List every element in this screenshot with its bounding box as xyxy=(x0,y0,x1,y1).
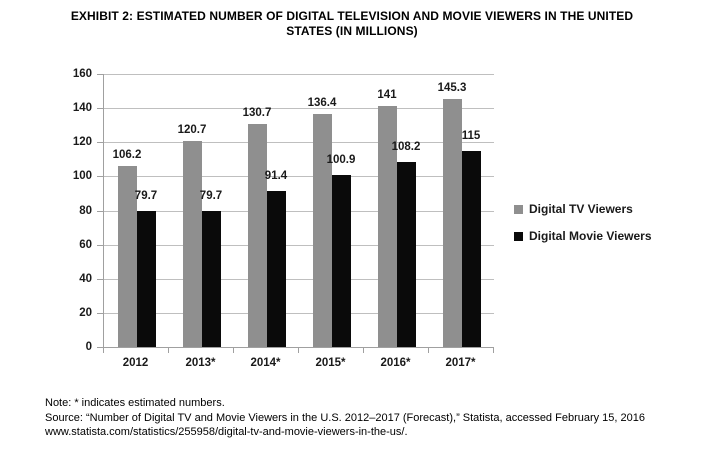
plot-area: 106.2 79.7 120.7 79.7 130.7 91.4 136.4 100.9 141… xyxy=(103,74,494,348)
bar-tv-2017 xyxy=(442,99,462,347)
gridline-140 xyxy=(104,108,494,110)
legend-swatch-movie-icon xyxy=(514,231,523,241)
bar-value-label: 108.2 xyxy=(391,141,421,153)
gridline-160 xyxy=(104,74,494,75)
bar-movie-2014 xyxy=(266,191,286,347)
y-tick-mark xyxy=(97,176,103,178)
y-tick-mark xyxy=(97,74,103,75)
y-tick-label-60: 60 xyxy=(79,238,92,251)
x-tick-mark xyxy=(428,348,429,353)
source-line: Source: “Number of Digital TV and Movie … xyxy=(45,411,645,424)
y-tick-mark xyxy=(97,312,103,314)
chart-title-line2: STATES (IN MILLIONS) xyxy=(286,24,418,38)
bar-value-label: 100.9 xyxy=(326,154,356,166)
y-tick-mark xyxy=(97,347,103,348)
bar-value-label: 130.7 xyxy=(242,107,272,119)
y-tick-label-140: 140 xyxy=(72,102,92,115)
bar-tv-2016 xyxy=(377,106,397,347)
note-line: Note: * indicates estimated numbers. xyxy=(45,397,225,409)
x-tick-mark xyxy=(493,348,494,353)
gridline-120 xyxy=(104,142,494,144)
gridline-60 xyxy=(104,244,494,246)
bar-tv-2013 xyxy=(182,141,202,347)
legend-item-digital-tv-viewers: Digital TV Viewers xyxy=(514,202,652,216)
y-tick-label-40: 40 xyxy=(79,272,92,285)
bar-tv-2015 xyxy=(312,114,332,347)
y-tick-label-0: 0 xyxy=(85,341,92,353)
bar-movie-2013 xyxy=(201,211,221,347)
y-tick-label-80: 80 xyxy=(79,204,92,217)
x-tick-mark xyxy=(298,348,299,353)
bar-value-label: 79.7 xyxy=(199,190,223,202)
x-category-label-2015: 2015* xyxy=(315,357,346,369)
x-tick-mark xyxy=(363,348,364,353)
y-tick-mark xyxy=(97,244,103,246)
gridline-100 xyxy=(104,176,494,178)
bar-movie-2015 xyxy=(331,175,351,347)
y-tick-label-160: 160 xyxy=(72,68,92,80)
x-category-label-2014: 2014* xyxy=(250,357,281,369)
chart-title: EXHIBIT 2: ESTIMATED NUMBER OF DIGITAL T… xyxy=(0,9,704,39)
gridline-20 xyxy=(104,312,494,314)
x-category-label-2016: 2016* xyxy=(380,357,411,369)
chart-title-line1: EXHIBIT 2: ESTIMATED NUMBER OF DIGITAL T… xyxy=(70,9,634,23)
bar-value-label: 141 xyxy=(377,89,397,101)
source-url: www.statista.com/statistics/255958/digit… xyxy=(45,426,408,438)
y-tick-label-100: 100 xyxy=(72,170,92,183)
legend: Digital TV Viewers Digital Movie Viewers xyxy=(514,202,652,243)
bar-value-label: 79.7 xyxy=(134,190,158,202)
x-tick-mark xyxy=(103,348,104,353)
x-tick-mark xyxy=(168,348,169,353)
gridline-40 xyxy=(104,278,494,280)
bar-value-label: 136.4 xyxy=(307,97,337,109)
bar-value-label: 145.3 xyxy=(437,82,467,94)
x-category-label-2017: 2017* xyxy=(445,357,476,369)
y-tick-label-120: 120 xyxy=(72,136,92,149)
y-tick-mark xyxy=(97,142,103,144)
legend-swatch-tv-icon xyxy=(514,204,523,214)
bar-value-label: 91.4 xyxy=(264,170,288,182)
legend-item-digital-movie-viewers: Digital Movie Viewers xyxy=(514,229,652,243)
bar-tv-2012 xyxy=(117,166,137,347)
y-tick-mark xyxy=(97,108,103,110)
bar-tv-2014 xyxy=(247,124,267,347)
bar-value-label: 115 xyxy=(461,130,481,142)
gridline-80 xyxy=(104,210,494,212)
bar-movie-2016 xyxy=(396,162,416,347)
chart-notes: Note: * indicates estimated numbers. Sou… xyxy=(45,396,645,440)
bar-movie-2017 xyxy=(461,151,481,347)
bar-movie-2012 xyxy=(136,211,156,347)
y-tick-mark xyxy=(97,278,103,280)
y-tick-label-20: 20 xyxy=(79,306,92,319)
x-category-label-2013: 2013* xyxy=(185,357,216,369)
y-tick-mark xyxy=(97,210,103,212)
legend-label-movie: Digital Movie Viewers xyxy=(529,229,652,243)
x-tick-mark xyxy=(233,348,234,353)
bar-value-label: 106.2 xyxy=(112,149,142,161)
legend-label-tv: Digital TV Viewers xyxy=(529,202,633,216)
x-category-label-2012: 2012 xyxy=(122,357,149,369)
bar-value-label: 120.7 xyxy=(177,124,207,136)
